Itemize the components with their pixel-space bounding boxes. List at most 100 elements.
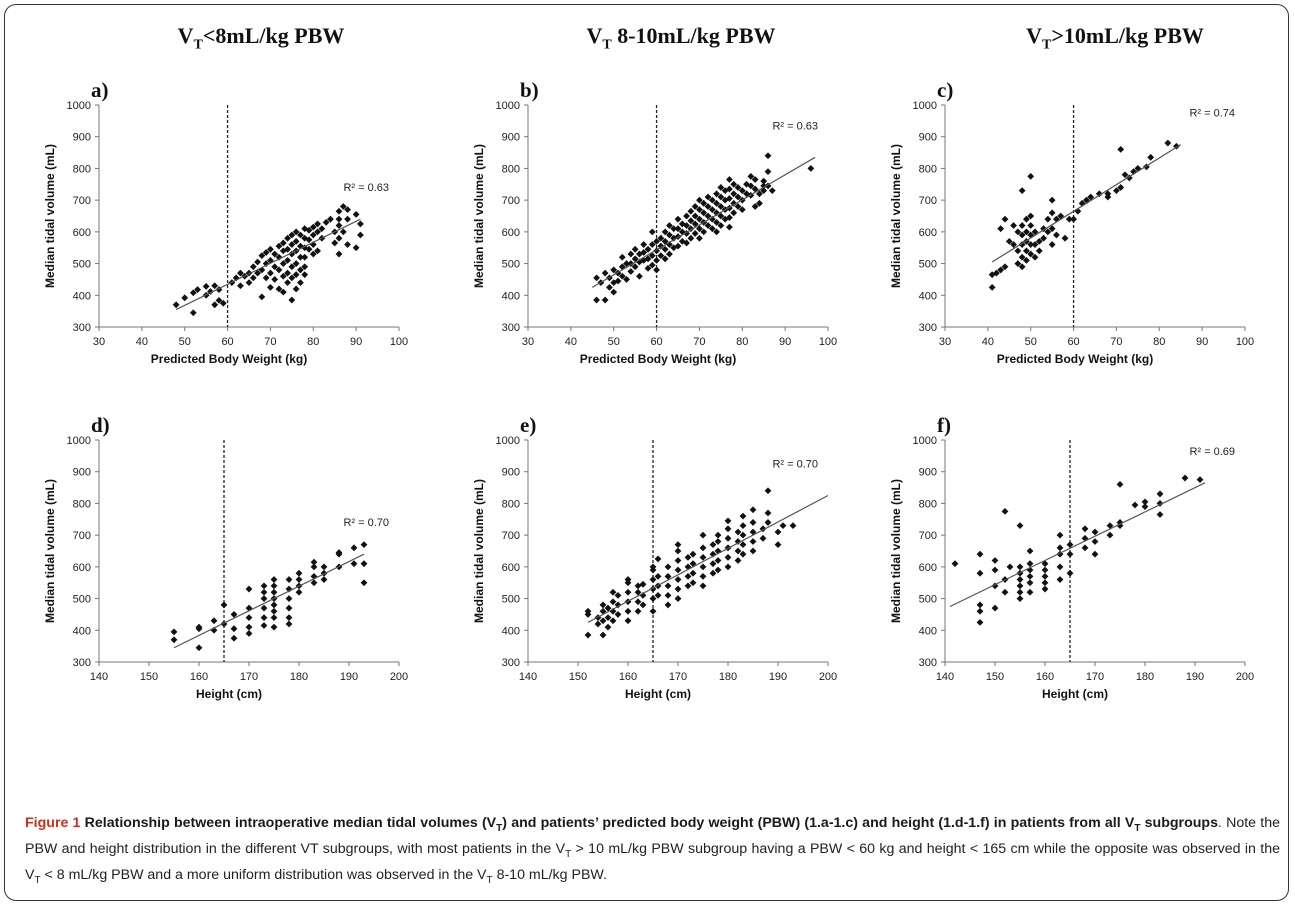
data-point bbox=[262, 249, 270, 256]
data-point bbox=[1031, 253, 1039, 261]
column-header-high: VT>10mL/kg PBW bbox=[1026, 23, 1204, 53]
data-point bbox=[726, 223, 733, 231]
data-point bbox=[689, 569, 697, 577]
data-point bbox=[284, 279, 291, 286]
data-point bbox=[258, 252, 266, 260]
data-point bbox=[352, 211, 360, 218]
data-point bbox=[1027, 172, 1035, 180]
data-point bbox=[751, 203, 759, 210]
data-point bbox=[270, 588, 278, 596]
data-point bbox=[683, 230, 690, 237]
data-point bbox=[749, 538, 757, 545]
data-point bbox=[976, 607, 984, 615]
data-point bbox=[653, 257, 660, 264]
data-point bbox=[207, 288, 214, 295]
data-point bbox=[789, 522, 797, 530]
data-point bbox=[309, 241, 317, 248]
data-point bbox=[1001, 263, 1009, 271]
data-point bbox=[211, 282, 219, 290]
data-point bbox=[700, 209, 708, 217]
data-point bbox=[1066, 550, 1074, 558]
data-point bbox=[640, 241, 648, 248]
data-point bbox=[339, 228, 347, 236]
trend-line bbox=[591, 156, 816, 288]
data-point bbox=[279, 288, 287, 296]
y-tick-label: 700 bbox=[919, 195, 937, 207]
data-point bbox=[993, 269, 1000, 277]
data-point bbox=[1041, 566, 1049, 574]
data-point bbox=[1035, 247, 1043, 255]
data-point bbox=[683, 222, 690, 229]
data-point bbox=[1041, 560, 1049, 568]
data-point bbox=[195, 644, 203, 652]
data-point bbox=[360, 560, 368, 568]
column-header-mid: VT 8-10mL/kg PBW bbox=[586, 23, 776, 53]
data-point bbox=[267, 269, 274, 277]
data-point bbox=[606, 283, 613, 291]
data-point bbox=[309, 223, 317, 231]
data-point bbox=[997, 266, 1005, 274]
y-tick-label: 900 bbox=[73, 132, 91, 144]
data-point bbox=[696, 234, 703, 242]
data-point bbox=[1141, 503, 1149, 510]
data-point bbox=[714, 557, 722, 564]
data-point bbox=[1181, 474, 1189, 482]
data-point bbox=[739, 512, 747, 520]
y-tick-label: 600 bbox=[73, 227, 91, 239]
data-point bbox=[649, 563, 657, 571]
scatter-panel-b: b) 300 400 500 600 700 800 900 1000 30 40 50 60 70 80 9… bbox=[458, 75, 858, 410]
x-tick-label: 70 bbox=[264, 336, 276, 348]
x-tick-label: 100 bbox=[390, 336, 408, 348]
data-point bbox=[610, 266, 618, 274]
data-point bbox=[691, 203, 699, 210]
data-point bbox=[331, 239, 339, 247]
data-point bbox=[699, 572, 707, 580]
data-point bbox=[684, 572, 692, 580]
x-axis-label: Height (cm) bbox=[625, 687, 691, 701]
data-point bbox=[1164, 139, 1172, 147]
data-point bbox=[997, 225, 1005, 233]
data-point bbox=[631, 263, 639, 271]
data-point bbox=[724, 563, 732, 571]
data-point bbox=[1074, 207, 1082, 215]
data-point bbox=[624, 576, 632, 583]
y-tick-label: 700 bbox=[502, 195, 520, 207]
data-point bbox=[1147, 153, 1155, 161]
data-point bbox=[674, 242, 682, 250]
data-point bbox=[305, 245, 313, 253]
data-point bbox=[687, 217, 695, 225]
data-point bbox=[292, 228, 300, 236]
data-point bbox=[260, 614, 268, 621]
data-point bbox=[305, 236, 313, 244]
data-point bbox=[627, 250, 635, 258]
data-point bbox=[717, 193, 725, 201]
data-point bbox=[314, 247, 321, 255]
data-point bbox=[215, 286, 223, 293]
data-point bbox=[634, 588, 642, 596]
data-point bbox=[976, 550, 984, 558]
data-point bbox=[687, 207, 695, 215]
data-point bbox=[1156, 490, 1164, 498]
data-point bbox=[674, 576, 682, 583]
trend-line bbox=[175, 218, 361, 311]
data-point bbox=[713, 199, 720, 207]
data-point bbox=[774, 528, 782, 536]
data-point bbox=[284, 269, 291, 277]
chart-svg: d) 300 400 500 600 700 800 900 1000 140 150 160 170 1… bbox=[43, 413, 408, 701]
data-point bbox=[747, 182, 755, 190]
x-tick-label: 150 bbox=[986, 671, 1004, 683]
data-point bbox=[649, 595, 657, 602]
data-point bbox=[749, 519, 757, 526]
data-point bbox=[1026, 588, 1034, 596]
data-point bbox=[288, 263, 296, 271]
data-point bbox=[1016, 563, 1024, 571]
data-point bbox=[951, 560, 959, 568]
x-tick-label: 160 bbox=[190, 671, 208, 683]
data-point bbox=[309, 231, 317, 239]
data-point bbox=[335, 222, 343, 229]
data-point bbox=[631, 255, 639, 263]
data-point bbox=[644, 264, 652, 272]
data-point bbox=[699, 582, 707, 590]
data-point bbox=[593, 296, 600, 304]
scatter-panel-d: d) 300 400 500 600 700 800 900 1000 140 150 160 170 1… bbox=[29, 410, 429, 745]
